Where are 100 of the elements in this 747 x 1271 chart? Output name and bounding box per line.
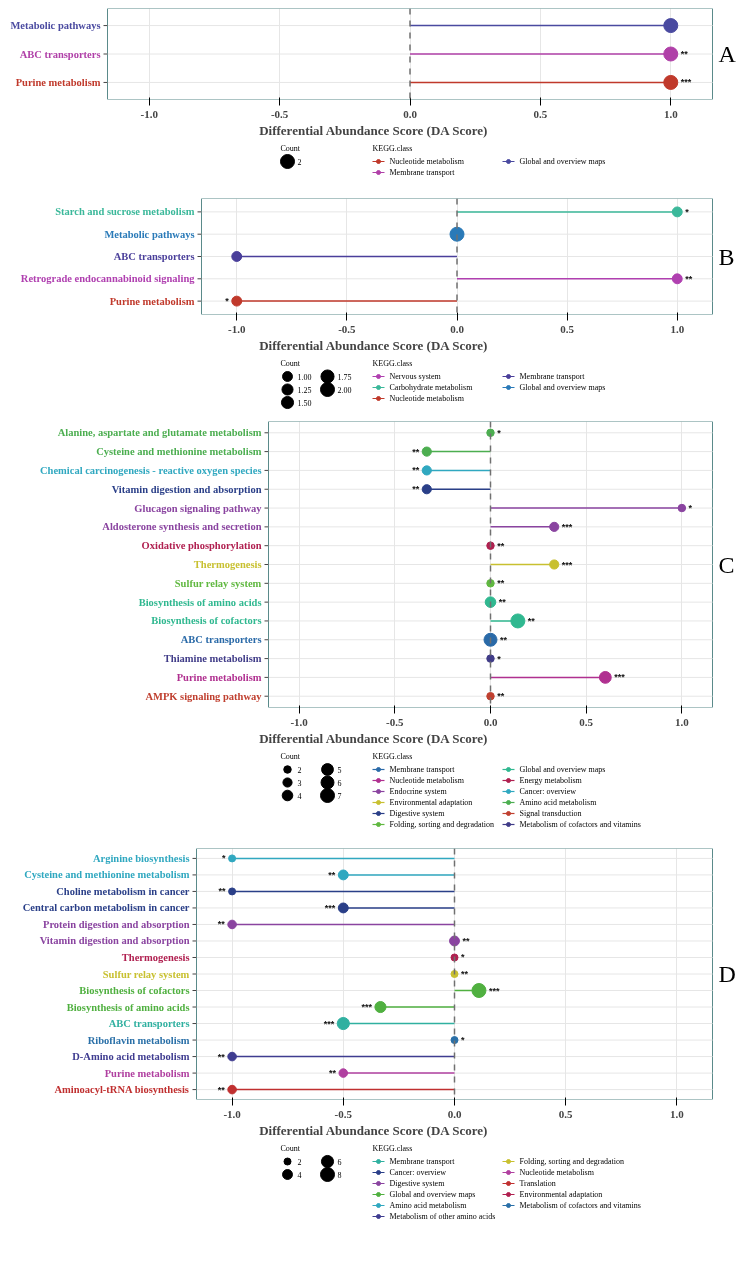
legend-label: 2 — [297, 765, 302, 775]
point — [227, 1084, 237, 1095]
point — [484, 596, 497, 608]
legend-label: Cancer: overview — [389, 1168, 447, 1177]
text: B — [718, 243, 735, 270]
point — [471, 983, 487, 998]
y-tick-label: Biosynthesis of amino acids — [138, 596, 262, 608]
legend-label: Digestive system — [389, 809, 446, 818]
y-tick-label: Thermogenesis — [193, 559, 262, 570]
legend-label: 2 — [297, 157, 302, 167]
data-label: * — [461, 952, 465, 963]
x-tick-label: -1.0 — [140, 107, 159, 120]
point — [483, 632, 498, 647]
point — [227, 919, 237, 930]
point — [598, 670, 612, 684]
x-tick-label: -0.5 — [386, 715, 405, 728]
legend-label: Metabolism of other amino acids — [389, 1212, 496, 1221]
y-tick-label: Protein digestion and absorption — [42, 918, 190, 930]
data-label: ** — [685, 273, 693, 284]
legend-label: 3 — [297, 778, 302, 788]
legend-label: Global and overview maps — [389, 1190, 476, 1199]
x-tick-label: 0.0 — [483, 715, 498, 728]
legend-label: Nucleotide metabolism — [389, 776, 465, 785]
data-label: ** — [217, 1051, 226, 1062]
legend-label: 1.25 — [297, 385, 312, 395]
legend-label: Global and overview maps — [519, 765, 606, 774]
y-tick-label: Starch and sucrose metabolism — [55, 206, 195, 218]
y-tick-label: Central carbon metabolism in cancer — [22, 902, 190, 914]
data-label: *** — [561, 559, 573, 570]
legend-title: KEGG.class — [372, 1144, 413, 1153]
y-tick-label: Biosynthesis of cofactors — [79, 985, 190, 997]
x-tick-label: -0.5 — [270, 107, 289, 120]
y-tick-label: Cysteine and methionine metabolism — [96, 446, 262, 458]
data-label: ** — [497, 691, 505, 702]
y-tick-label: Aldosterone synthesis and secretion — [102, 521, 262, 533]
y-tick-label: Arginine biosynthesis — [92, 852, 190, 864]
data-label: ** — [461, 969, 469, 979]
y-tick-label: Metabolic pathways — [104, 228, 195, 240]
legend-label: Nucleotide metabolism — [389, 394, 465, 403]
text: Count — [280, 752, 301, 761]
y-tick-label: Metabolic pathways — [10, 20, 101, 32]
x-tick-label: 0.0 — [403, 107, 418, 120]
data-label: ** — [412, 446, 420, 457]
legend-label: Endocrine system — [389, 787, 448, 796]
data-label: ** — [499, 634, 508, 645]
legend-label: Amino acid metabolism — [389, 1201, 468, 1210]
data-label: *** — [323, 1018, 335, 1029]
y-tick-label: Choline metabolism in cancer — [56, 885, 190, 897]
x-tick-label: -0.5 — [334, 1107, 353, 1120]
data-label: ** — [218, 886, 227, 897]
point — [549, 559, 560, 570]
legend-label: Global and overview maps — [519, 383, 606, 392]
data-label: ** — [462, 935, 470, 946]
legend-label: 7 — [337, 791, 342, 801]
x-tick-label: -0.5 — [338, 322, 357, 335]
text: Count — [280, 144, 301, 153]
data-label: ** — [217, 919, 226, 930]
legend-label: Signal transduction — [519, 809, 582, 818]
legend-label: Amino acid metabolism — [519, 798, 598, 807]
point — [228, 887, 237, 896]
y-tick-label: Glucagon signaling pathway — [134, 502, 263, 514]
legend-label: Carbohydrate metabolism — [389, 383, 474, 392]
y-tick-label: Biosynthesis of cofactors — [151, 615, 262, 627]
y-tick-label: D-Amino acid metabolism — [72, 1051, 190, 1063]
y-tick-label: Sulfur relay system — [174, 577, 262, 589]
text: D — [718, 961, 736, 987]
legend-label: Membrane transport — [389, 168, 456, 177]
x-tick-label: 0.0 — [447, 1107, 462, 1120]
data-label: * — [497, 653, 502, 664]
y-tick-label: Sulfur relay system — [102, 968, 190, 980]
legend-label: Translation — [519, 1179, 556, 1188]
y-tick-label: Aminoacyl-tRNA biosynthesis — [54, 1084, 189, 1096]
point — [421, 465, 432, 476]
data-label: ** — [412, 484, 420, 495]
legend-label: Nervous system — [389, 372, 442, 381]
data-label: * — [222, 853, 227, 864]
y-tick-label: Riboflavin metabolism — [87, 1034, 190, 1046]
legend-label: 4 — [297, 791, 302, 801]
text: C — [718, 551, 735, 578]
point — [486, 691, 495, 701]
data-label: ** — [498, 597, 507, 608]
x-tick-label: 0.5 — [560, 322, 575, 335]
legend-label: 5 — [337, 765, 342, 775]
y-tick-label: Oxidative phosphorylation — [141, 540, 262, 552]
legend-label: 8 — [337, 1170, 342, 1180]
x-axis-title: Differential Abundance Score (DA Score) — [259, 730, 488, 746]
legend-label: Environmental adaptation — [389, 798, 473, 807]
data-label: ** — [497, 578, 505, 589]
legend-title: KEGG.class — [372, 144, 413, 153]
point — [228, 854, 237, 863]
data-label: ** — [527, 615, 536, 626]
legend-label: Metabolism of cofactors and vitamins — [519, 1201, 641, 1210]
x-tick-label: -1.0 — [290, 715, 309, 728]
point — [338, 1068, 349, 1078]
data-label: * — [225, 296, 230, 307]
legend-label: Membrane transport — [389, 765, 456, 774]
point — [227, 1051, 237, 1062]
point — [337, 902, 349, 914]
y-tick-label: Vitamin digestion and absorption — [111, 483, 262, 495]
point — [549, 521, 560, 532]
